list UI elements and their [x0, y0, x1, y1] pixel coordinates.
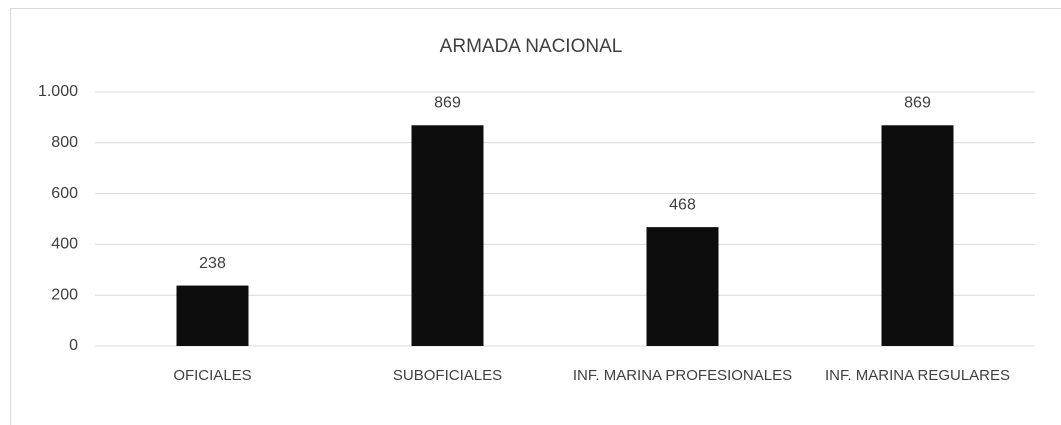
bar: [646, 227, 719, 346]
x-tick-label: INF. MARINA PROFESIONALES: [572, 367, 793, 384]
y-tick-label: 400: [51, 236, 78, 253]
y-tick-label: 800: [51, 134, 78, 151]
value-label: 869: [904, 94, 931, 111]
bar: [176, 285, 249, 346]
value-label: 468: [669, 196, 696, 213]
y-tick-label: 200: [51, 286, 78, 303]
value-label: 869: [434, 94, 461, 111]
chart-title: ARMADA NACIONAL: [440, 36, 623, 57]
y-tick-label: 0: [69, 337, 78, 354]
y-tick-label: 600: [51, 185, 78, 202]
bar: [411, 125, 484, 346]
y-tick-label: 1.000: [38, 83, 78, 100]
value-label: 238: [199, 255, 226, 272]
x-tick-label: INF. MARINA REGULARES: [824, 367, 1011, 384]
bar: [881, 125, 954, 346]
x-tick-label: SUBOFICIALES: [392, 367, 503, 384]
x-tick-label: OFICIALES: [173, 367, 252, 384]
